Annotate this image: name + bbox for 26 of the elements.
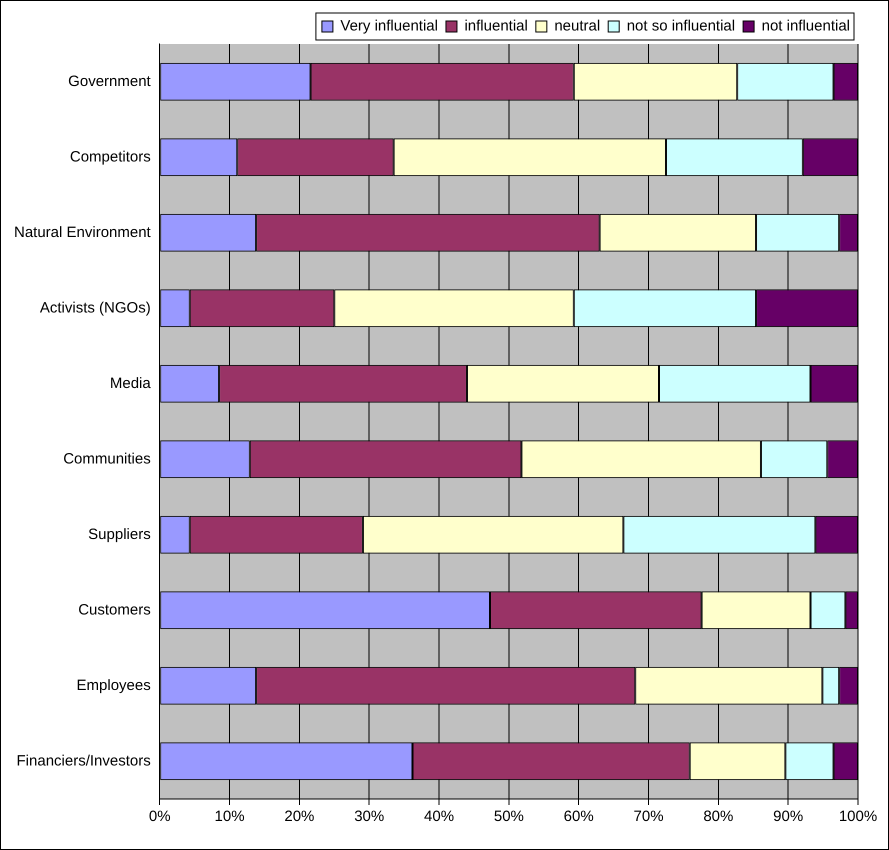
x-tick-label: 60% bbox=[564, 808, 594, 826]
x-tick-label: 50% bbox=[494, 808, 524, 826]
x-tick-label: 10% bbox=[214, 808, 245, 826]
y-tick-label: Natural Environment bbox=[14, 224, 152, 241]
legend-label: neutral bbox=[554, 18, 600, 35]
x-tick-label: 70% bbox=[634, 808, 664, 826]
y-tick-label: Customers bbox=[78, 601, 151, 618]
legend-label: influential bbox=[464, 18, 528, 35]
y-tick-label: Activists (NGOs) bbox=[40, 299, 151, 316]
x-tick-label: 30% bbox=[354, 808, 384, 826]
x-tick-label: 90% bbox=[773, 808, 804, 826]
x-tick-label: 20% bbox=[284, 808, 314, 826]
legend-label: Very influential bbox=[340, 18, 438, 35]
x-tick-label: 0% bbox=[148, 808, 171, 826]
legend-label: not so influential bbox=[626, 18, 736, 35]
y-tick-label: Financiers/Investors bbox=[16, 752, 151, 770]
y-tick-label: Communities bbox=[63, 450, 151, 468]
y-tick-label: Government bbox=[68, 72, 152, 90]
x-tick-label: 80% bbox=[703, 808, 734, 826]
y-tick-label: Suppliers bbox=[88, 526, 151, 543]
legend-label: not influential bbox=[762, 18, 850, 35]
x-tick-label: 40% bbox=[424, 808, 454, 826]
y-tick-label: Employees bbox=[76, 676, 151, 694]
y-tick-label: Competitors bbox=[70, 148, 151, 166]
x-tick-label: 100% bbox=[838, 808, 878, 826]
y-tick-label: Media bbox=[110, 374, 152, 392]
